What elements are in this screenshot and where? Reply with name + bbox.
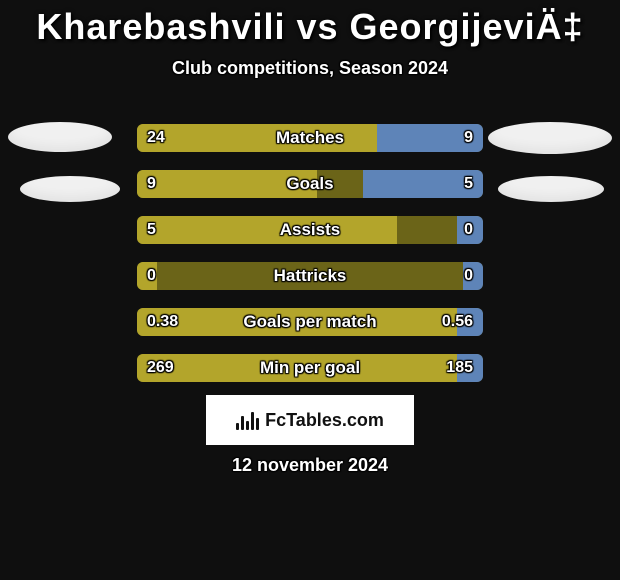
player-left-disc-bottom: [20, 176, 120, 202]
stat-row: 269185Min per goal: [137, 354, 483, 382]
player-right-disc-bottom: [498, 176, 604, 202]
stat-left-fill: [137, 308, 457, 336]
stat-right-fill: [363, 170, 483, 198]
stat-left-fill: [137, 124, 377, 152]
player-right-disc-top: [488, 122, 612, 154]
stat-left-fill: [137, 354, 457, 382]
page-subtitle: Club competitions, Season 2024: [0, 58, 620, 79]
stat-right-fill: [457, 216, 483, 244]
stat-row: 50Assists: [137, 216, 483, 244]
stat-right-fill: [377, 124, 483, 152]
player-left-disc-top: [8, 122, 112, 152]
stat-row: 249Matches: [137, 124, 483, 152]
page-title: Kharebashvili vs GeorgijeviÄ‡: [0, 0, 620, 48]
brand-text: FcTables.com: [265, 410, 384, 431]
stat-row: 00Hattricks: [137, 262, 483, 290]
brand-link[interactable]: FcTables.com: [206, 395, 414, 445]
stat-left-fill: [137, 262, 157, 290]
stat-label: Hattricks: [137, 262, 483, 290]
stat-left-fill: [137, 216, 397, 244]
stat-right-fill: [463, 262, 483, 290]
stat-row: 0.380.56Goals per match: [137, 308, 483, 336]
footer-date: 12 november 2024: [0, 455, 620, 476]
stat-left-fill: [137, 170, 317, 198]
brand-logo-icon: [236, 410, 259, 430]
comparison-bars: 249Matches 95Goals 50Assists 00Hattricks 0.3…: [137, 124, 483, 400]
stat-right-fill: [457, 354, 483, 382]
stat-right-fill: [457, 308, 483, 336]
stat-row: 95Goals: [137, 170, 483, 198]
